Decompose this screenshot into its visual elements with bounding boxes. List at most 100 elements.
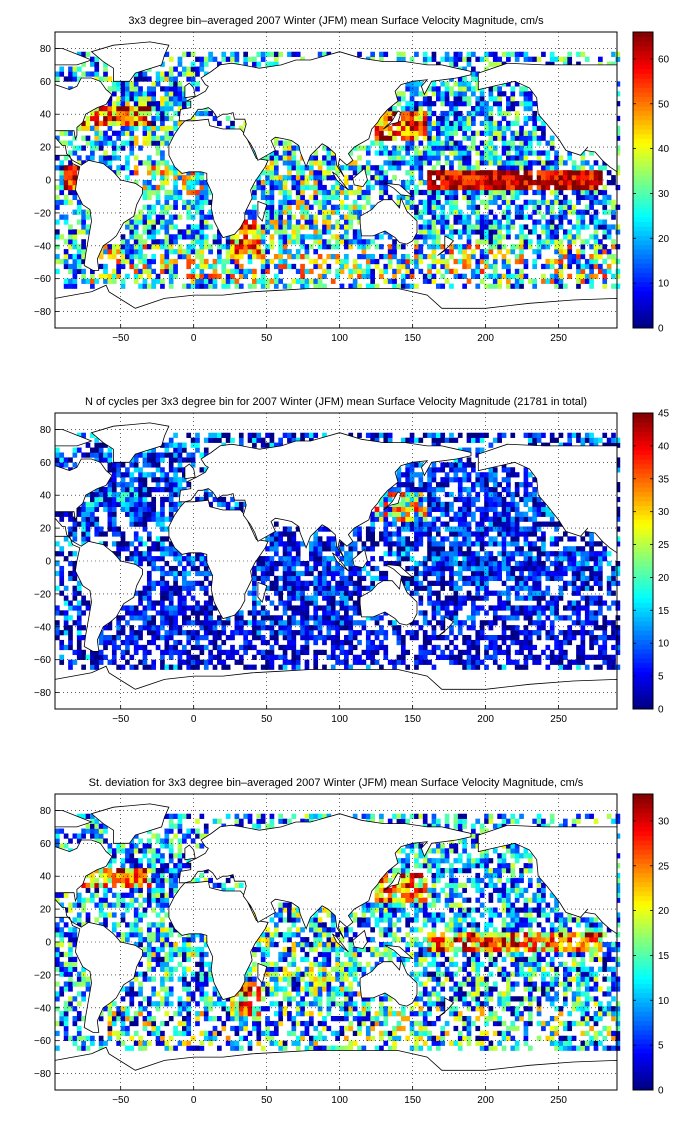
heatmap-cell bbox=[195, 600, 200, 606]
heatmap-cell bbox=[85, 229, 91, 235]
heatmap-cell bbox=[471, 66, 476, 72]
heatmap-cell bbox=[291, 556, 297, 562]
heatmap-cell bbox=[414, 125, 419, 131]
heatmap-cell bbox=[431, 170, 437, 176]
heatmap-cell bbox=[142, 595, 148, 601]
heatmap-cell bbox=[190, 605, 196, 611]
heatmap-cell bbox=[107, 120, 113, 127]
heatmap-cell bbox=[475, 81, 481, 87]
heatmap-cell bbox=[225, 283, 231, 289]
heatmap-cell bbox=[611, 224, 616, 230]
heatmap-cell bbox=[392, 551, 397, 557]
heatmap-cell bbox=[90, 452, 95, 458]
heatmap-cell bbox=[374, 649, 380, 656]
heatmap-cell bbox=[164, 180, 170, 186]
heatmap-cell bbox=[488, 135, 494, 141]
heatmap-cell bbox=[435, 170, 441, 176]
heatmap-cell bbox=[519, 258, 524, 265]
heatmap-cell bbox=[449, 61, 454, 67]
heatmap-cell bbox=[98, 263, 104, 270]
heatmap-cell bbox=[488, 189, 494, 196]
heatmap-cell bbox=[339, 580, 345, 586]
heatmap-cell bbox=[549, 61, 555, 67]
heatmap-cell bbox=[606, 199, 612, 205]
heatmap-cell bbox=[379, 268, 384, 275]
heatmap-cell bbox=[164, 170, 170, 176]
heatmap-cell bbox=[440, 214, 446, 220]
heatmap-cell bbox=[287, 214, 292, 220]
heatmap-cell bbox=[466, 194, 472, 201]
heatmap-cell bbox=[142, 452, 148, 458]
heatmap-cell bbox=[611, 204, 616, 210]
heatmap-cell bbox=[409, 101, 415, 107]
heatmap-cell bbox=[414, 115, 419, 122]
heatmap-cell bbox=[173, 620, 178, 626]
heatmap-cell bbox=[462, 229, 467, 235]
heatmap-cell bbox=[357, 590, 362, 596]
heatmap-cell bbox=[133, 605, 139, 611]
heatmap-cell bbox=[497, 135, 502, 141]
heatmap-cell bbox=[558, 249, 564, 255]
heatmap-cell bbox=[598, 244, 603, 250]
heatmap-cell bbox=[571, 209, 577, 215]
heatmap-cell bbox=[365, 199, 371, 205]
heatmap-cell bbox=[427, 491, 432, 498]
heatmap-cell bbox=[164, 199, 170, 205]
heatmap-cell bbox=[383, 526, 389, 532]
heatmap-cell bbox=[195, 71, 200, 77]
heatmap-cell bbox=[422, 96, 428, 102]
heatmap-cell bbox=[133, 214, 139, 220]
heatmap-cell bbox=[598, 180, 603, 186]
heatmap-cell bbox=[146, 91, 152, 97]
heatmap-cell bbox=[225, 234, 231, 240]
heatmap-cell bbox=[567, 61, 573, 67]
heatmap-cell bbox=[273, 219, 279, 225]
heatmap-cell bbox=[501, 263, 507, 270]
heatmap-cell bbox=[409, 620, 415, 626]
heatmap-cell bbox=[453, 268, 459, 275]
heatmap-cell bbox=[120, 239, 126, 245]
heatmap-cell bbox=[116, 170, 121, 176]
heatmap-cell bbox=[352, 659, 358, 665]
heatmap-cell bbox=[199, 551, 205, 557]
heatmap-cell bbox=[278, 229, 284, 235]
heatmap-cell bbox=[278, 620, 284, 626]
y-tick-label: 60 bbox=[40, 77, 52, 88]
heatmap-cell bbox=[234, 506, 240, 512]
heatmap-cell bbox=[107, 115, 113, 122]
heatmap-cell bbox=[142, 96, 148, 102]
heatmap-cell bbox=[379, 625, 384, 631]
heatmap-cell bbox=[523, 101, 529, 107]
heatmap-cell bbox=[168, 86, 174, 92]
heatmap-cell bbox=[160, 258, 165, 265]
heatmap-cell bbox=[392, 620, 397, 626]
heatmap-cell bbox=[339, 590, 345, 596]
heatmap-cell bbox=[519, 283, 524, 289]
heatmap-cell bbox=[313, 184, 319, 191]
heatmap-cell bbox=[344, 254, 349, 260]
heatmap-cell bbox=[444, 180, 450, 186]
heatmap-cell bbox=[348, 244, 354, 250]
heatmap-cell bbox=[160, 135, 165, 141]
heatmap-cell bbox=[466, 101, 472, 107]
heatmap-cell bbox=[414, 546, 419, 552]
heatmap-cell bbox=[256, 239, 262, 245]
heatmap-cell bbox=[584, 170, 590, 176]
heatmap-cell bbox=[471, 86, 476, 92]
heatmap-cell bbox=[519, 278, 524, 284]
heatmap-cell bbox=[199, 189, 205, 196]
heatmap-cell bbox=[182, 615, 187, 621]
heatmap-cell bbox=[392, 160, 397, 166]
heatmap-cell bbox=[308, 437, 314, 443]
heatmap-cell bbox=[72, 526, 78, 532]
heatmap-cell bbox=[330, 605, 336, 611]
heatmap-cell bbox=[120, 278, 126, 284]
heatmap-cell bbox=[492, 224, 498, 230]
heatmap-cell bbox=[418, 659, 424, 665]
heatmap-cell bbox=[370, 644, 375, 651]
heatmap-cell bbox=[422, 224, 428, 230]
heatmap-cell bbox=[383, 630, 389, 636]
heatmap-cell bbox=[190, 66, 196, 72]
heatmap-cell bbox=[365, 145, 371, 151]
heatmap-cell bbox=[322, 283, 327, 289]
